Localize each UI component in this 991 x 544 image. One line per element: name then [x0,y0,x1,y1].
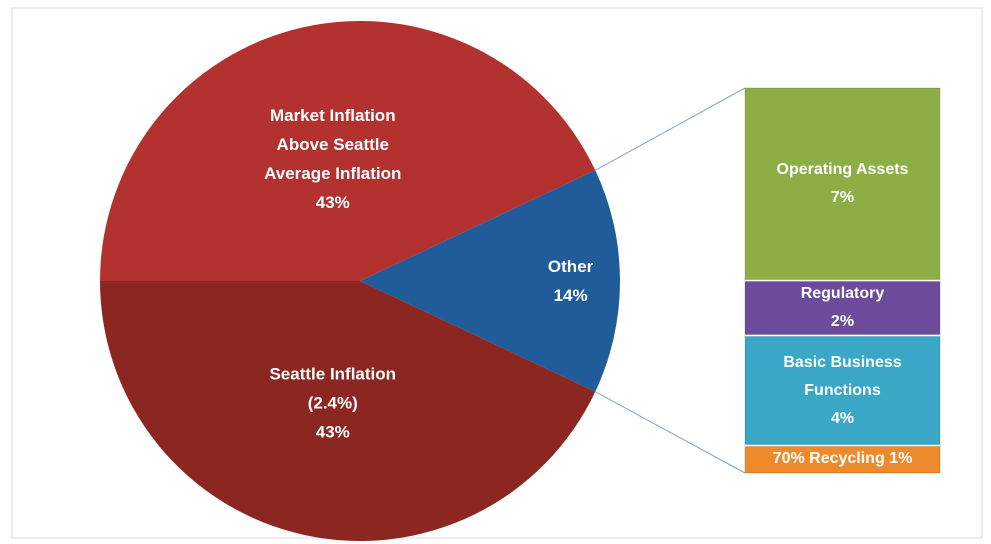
slice-label: Market Inflation Above Seattle Average I… [245,101,420,217]
segment-text: Basic Business Functions 4% [751,349,934,433]
bar-segment [744,336,941,445]
slice-name: Other [547,257,594,276]
segment-value: 4% [830,409,855,427]
segment-text: 70% Recycling 1% [773,445,913,473]
segment-name: Basic Business Functions [783,353,902,399]
slice-value: 43% [315,422,350,442]
slice-label: Other 14% [483,252,658,310]
segment-value: 7% [830,189,855,207]
segment-text: Regulatory 2% [801,280,885,336]
frame [11,7,983,539]
segment-label: 70% Recycling 1% [745,446,940,474]
slice-name: Seattle Inflation (2.4%) [269,364,397,413]
segment-label: Operating Assets 7% [745,88,940,281]
segment-value: 1% [889,450,913,468]
segment-text: Operating Assets 7% [777,156,909,212]
slice-value: 43% [315,193,350,213]
pie-slice [100,21,596,281]
segment-name: Regulatory [800,285,885,302]
bar-segment [744,446,941,474]
pie-slice [100,281,596,541]
pie-slice [360,170,620,392]
bar-segment [744,281,941,335]
segment-name: 70% Recycling [772,450,885,468]
segment-label: Regulatory 2% [745,281,940,336]
bar-segment [744,87,941,280]
segment-label: Basic Business Functions 4% [745,336,940,446]
slice-label: Seattle Inflation (2.4%) 43% [245,359,420,446]
connector-line [595,391,746,474]
slice-name: Market Inflation Above Seattle Average I… [264,106,402,184]
segment-value: 2% [830,313,855,330]
segment-name: Operating Assets [776,161,909,179]
connector-line [595,87,746,171]
slice-value: 14% [553,286,588,305]
